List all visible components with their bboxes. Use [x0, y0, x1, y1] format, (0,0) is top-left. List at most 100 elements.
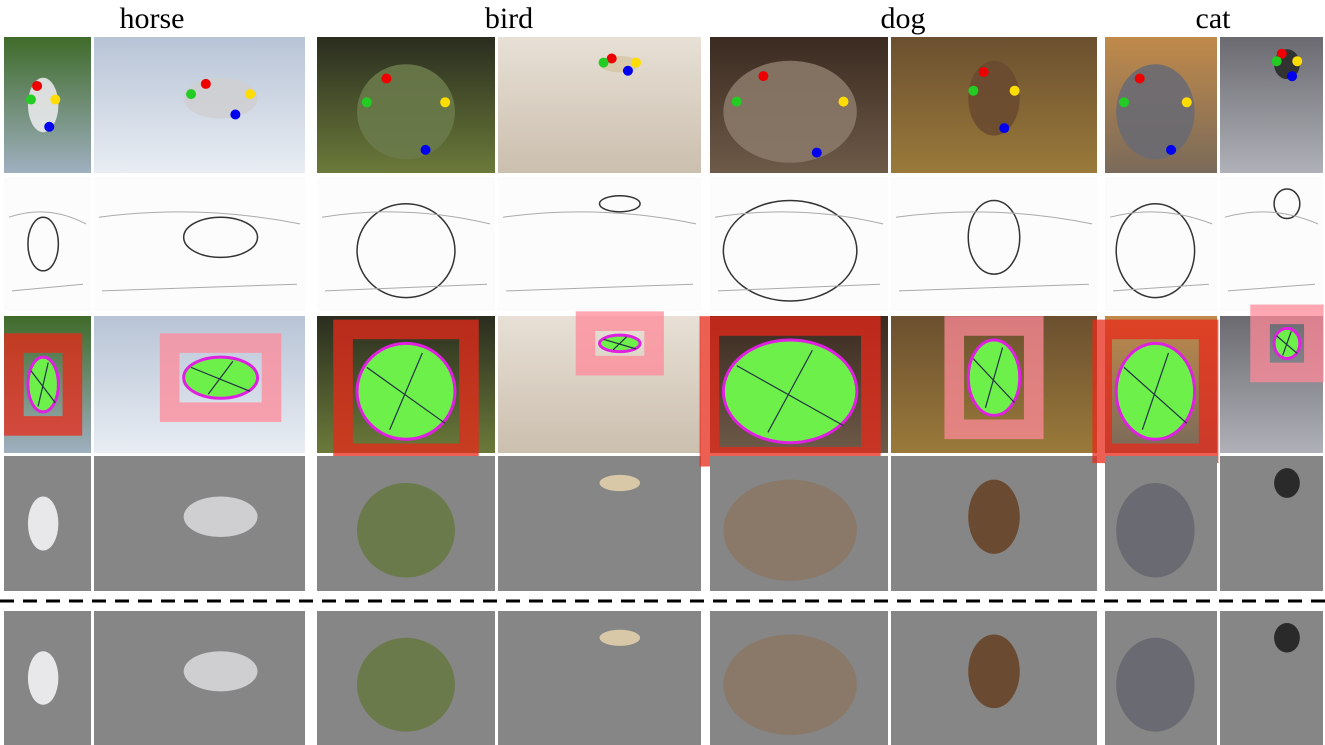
keypoint: [968, 85, 979, 96]
edge-contour: [598, 195, 641, 213]
cutout: [1116, 483, 1195, 578]
context-frame: [575, 311, 664, 376]
gray-background: [498, 611, 701, 745]
image-cell: [891, 456, 1097, 591]
image-cell: [891, 611, 1097, 745]
column-title: bird: [485, 2, 533, 35]
keypoint: [978, 67, 989, 78]
keypoint: [999, 123, 1010, 134]
image-cell: [498, 37, 701, 173]
photo: [498, 316, 701, 453]
image-cell: [94, 456, 305, 591]
image-cell: [1105, 177, 1217, 311]
cutout: [27, 496, 59, 551]
edge-texture: [98, 211, 301, 292]
edge-texture: [8, 211, 87, 292]
edge-contour: [182, 216, 259, 259]
image-cell: [891, 37, 1097, 173]
image-cell: [710, 456, 888, 591]
image-cell: [1105, 37, 1217, 173]
object: [357, 64, 455, 160]
cutout: [968, 479, 1020, 554]
keypoint: [230, 109, 241, 120]
cutout: [357, 483, 455, 578]
gray-background: [498, 456, 701, 591]
image-cell: [1220, 177, 1323, 311]
cutout: [27, 651, 59, 705]
object: [183, 77, 258, 119]
image-cell: [710, 37, 888, 173]
image-cell: [94, 611, 305, 745]
context-frame: [333, 319, 479, 464]
image-cell: [498, 456, 701, 591]
edge-map: [94, 177, 305, 311]
keypoint: [758, 71, 769, 82]
column-title: dog: [881, 2, 926, 35]
cutout: [723, 634, 857, 735]
column-title: cat: [1196, 2, 1232, 35]
cutout: [1274, 623, 1300, 653]
image-cell: [1105, 456, 1217, 591]
image-cell: [1220, 456, 1323, 591]
image-cell: [1220, 304, 1324, 453]
gray-background: [1220, 611, 1323, 745]
keypoint: [1292, 56, 1303, 67]
edge-contour: [722, 199, 858, 302]
skeleton: [190, 360, 251, 395]
cutout: [183, 496, 258, 537]
image-cell: [498, 311, 701, 453]
image-cell: [4, 456, 91, 591]
image-cell: [710, 611, 888, 745]
image-cell: [317, 177, 495, 311]
column-title: horse: [120, 2, 185, 35]
image-cell: [94, 177, 305, 311]
keypoint: [381, 73, 392, 84]
context-frame: [1250, 304, 1324, 383]
image-cell: [891, 316, 1097, 453]
edge-map: [1220, 177, 1323, 311]
keypoint: [598, 57, 609, 68]
keypoint: [25, 94, 36, 105]
keypoint: [1134, 73, 1145, 84]
keypoint: [838, 96, 849, 107]
photo: [498, 37, 701, 173]
cutout: [968, 634, 1020, 709]
image-cell: [1092, 316, 1219, 464]
image-cell: [891, 177, 1097, 311]
edge-contour: [1115, 203, 1196, 299]
context-frame: [944, 316, 1044, 440]
keypoint: [731, 96, 742, 107]
edge-contour: [967, 199, 1021, 275]
context-frame: [1092, 319, 1219, 464]
keypoint: [1271, 56, 1282, 67]
image-cell: [1105, 611, 1217, 745]
cutout: [599, 629, 641, 646]
gray-background: [1220, 456, 1323, 591]
image-cell: [94, 37, 305, 173]
cutout: [357, 637, 455, 732]
image-cell: [498, 611, 701, 745]
edge-contour: [27, 216, 60, 272]
keypoint: [245, 89, 256, 100]
edge-map: [1105, 177, 1217, 311]
keypoint: [200, 78, 211, 89]
cutout: [1274, 468, 1300, 498]
cutout: [183, 651, 258, 692]
image-cell: [4, 611, 91, 745]
keypoint: [440, 97, 451, 108]
object: [723, 60, 857, 163]
keypoint: [1287, 71, 1298, 82]
keypoint: [606, 53, 617, 64]
keypoint: [1009, 85, 1020, 96]
context-frame: [159, 333, 282, 423]
image-cell: [317, 456, 495, 591]
edge-map: [4, 177, 91, 311]
image-cell: [1220, 611, 1323, 745]
image-cell: [317, 316, 495, 464]
edge-texture: [321, 211, 491, 292]
keypoint: [420, 144, 431, 155]
skeleton: [1276, 331, 1298, 356]
edge-texture: [1109, 211, 1213, 292]
